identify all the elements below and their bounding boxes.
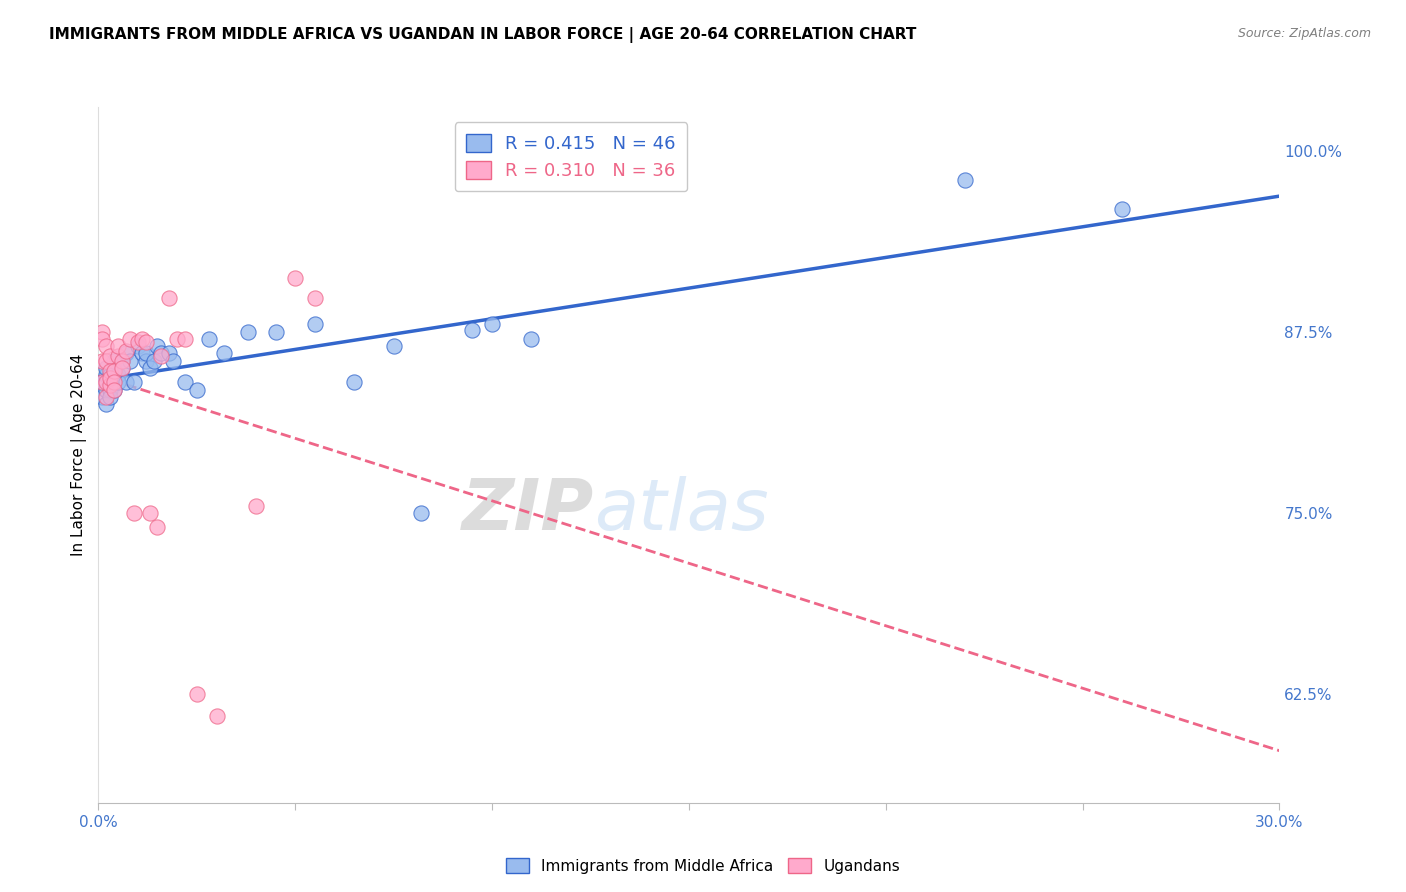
- Point: [91, 325, 114, 339]
- Point: [127, 334, 149, 349]
- Point: [174, 376, 197, 390]
- Point: [150, 350, 173, 364]
- Point: [142, 353, 165, 368]
- Point: [166, 332, 188, 346]
- Point: [98, 383, 121, 397]
- Point: [1111, 202, 1133, 216]
- Point: [162, 353, 184, 368]
- Point: [135, 346, 157, 360]
- Point: [284, 271, 307, 285]
- Point: [197, 332, 219, 346]
- Point: [264, 325, 287, 339]
- Point: [91, 376, 114, 390]
- Point: [520, 332, 543, 346]
- Point: [174, 332, 197, 346]
- Point: [115, 346, 138, 360]
- Point: [118, 332, 141, 346]
- Text: Source: ZipAtlas.com: Source: ZipAtlas.com: [1237, 27, 1371, 40]
- Point: [103, 383, 125, 397]
- Point: [304, 291, 326, 305]
- Point: [115, 343, 138, 358]
- Point: [91, 390, 114, 404]
- Point: [131, 332, 153, 346]
- Point: [98, 376, 121, 390]
- Point: [98, 371, 121, 385]
- Point: [98, 390, 121, 404]
- Point: [481, 318, 503, 332]
- Point: [96, 383, 118, 397]
- Point: [96, 376, 118, 390]
- Y-axis label: In Labor Force | Age 20-64: In Labor Force | Age 20-64: [72, 354, 87, 556]
- Point: [122, 506, 145, 520]
- Text: atlas: atlas: [595, 476, 769, 545]
- Legend: Immigrants from Middle Africa, Ugandans: Immigrants from Middle Africa, Ugandans: [499, 852, 907, 880]
- Point: [205, 709, 228, 723]
- Point: [146, 339, 169, 353]
- Point: [111, 361, 134, 376]
- Point: [138, 361, 160, 376]
- Point: [146, 520, 169, 534]
- Point: [150, 346, 173, 360]
- Point: [343, 376, 366, 390]
- Point: [138, 506, 160, 520]
- Point: [107, 339, 129, 353]
- Point: [91, 353, 114, 368]
- Point: [135, 334, 157, 349]
- Point: [103, 364, 125, 378]
- Point: [127, 339, 149, 353]
- Point: [107, 368, 129, 383]
- Point: [245, 499, 267, 513]
- Point: [91, 376, 114, 390]
- Point: [236, 325, 259, 339]
- Point: [461, 323, 484, 337]
- Point: [214, 346, 236, 360]
- Point: [107, 376, 129, 390]
- Legend: R = 0.415   N = 46, R = 0.310   N = 36: R = 0.415 N = 46, R = 0.310 N = 36: [454, 122, 688, 191]
- Point: [122, 376, 145, 390]
- Point: [91, 332, 114, 346]
- Point: [157, 346, 180, 360]
- Point: [103, 383, 125, 397]
- Point: [96, 353, 118, 368]
- Point: [118, 353, 141, 368]
- Point: [115, 376, 138, 390]
- Point: [96, 368, 118, 383]
- Point: [111, 361, 134, 376]
- Point: [186, 383, 208, 397]
- Point: [103, 376, 125, 390]
- Point: [953, 172, 976, 186]
- Point: [98, 350, 121, 364]
- Point: [96, 339, 118, 353]
- Point: [98, 378, 121, 392]
- Point: [103, 353, 125, 368]
- Text: IMMIGRANTS FROM MIDDLE AFRICA VS UGANDAN IN LABOR FORCE | AGE 20-64 CORRELATION : IMMIGRANTS FROM MIDDLE AFRICA VS UGANDAN…: [49, 27, 917, 43]
- Point: [98, 368, 121, 383]
- Point: [135, 353, 157, 368]
- Point: [382, 339, 405, 353]
- Point: [411, 506, 433, 520]
- Point: [96, 390, 118, 404]
- Point: [111, 353, 134, 368]
- Point: [103, 361, 125, 376]
- Point: [304, 318, 326, 332]
- Point: [186, 687, 208, 701]
- Point: [96, 397, 118, 411]
- Point: [98, 364, 121, 378]
- Point: [157, 291, 180, 305]
- Point: [111, 353, 134, 368]
- Point: [96, 361, 118, 376]
- Point: [131, 346, 153, 360]
- Text: ZIP: ZIP: [463, 476, 595, 545]
- Point: [107, 350, 129, 364]
